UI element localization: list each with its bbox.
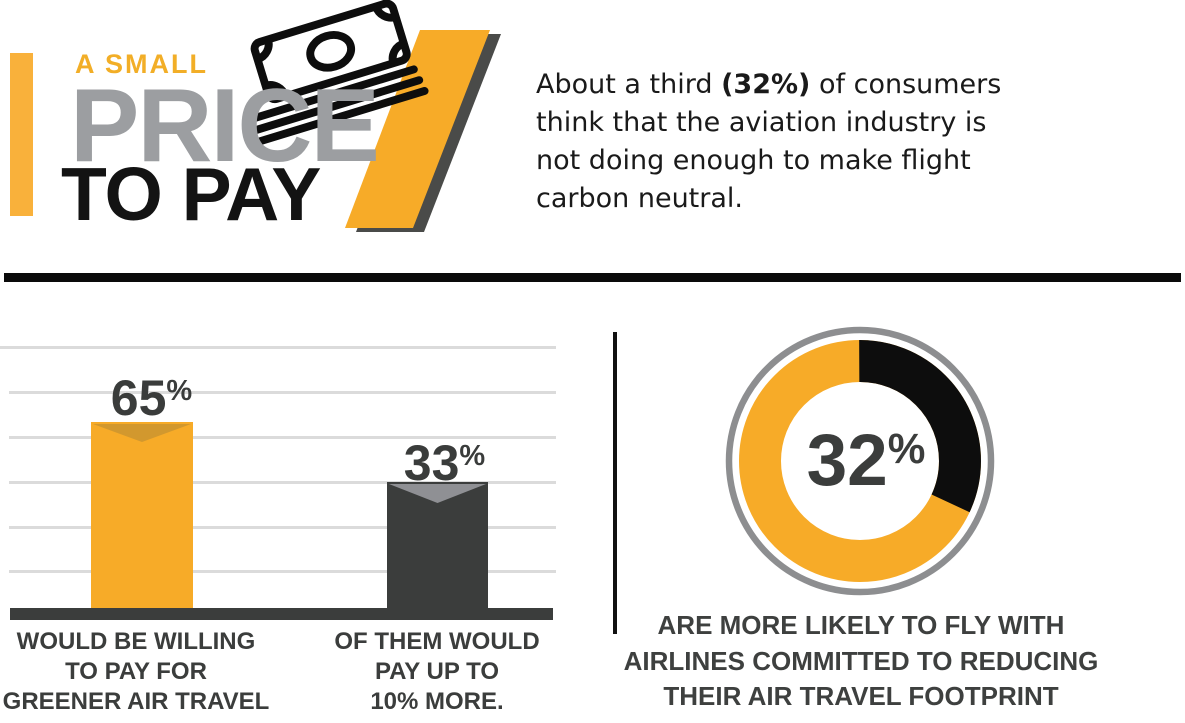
vertical-divider — [613, 332, 617, 634]
bar-33-caption: OF THEM WOULD PAY UP TO 10% MORE. — [334, 628, 540, 715]
percent-sign: % — [166, 374, 193, 407]
intro-paragraph: About a third (32%) of consumers think t… — [536, 66, 1056, 218]
bill-stack-lines — [246, 65, 429, 149]
bar-33-percent — [387, 482, 488, 608]
money-stack-icon — [246, 0, 429, 149]
donut-value-label: 32% — [806, 420, 926, 501]
accent-left-bar — [10, 53, 33, 216]
intro-bold-stat: (32%) — [721, 69, 811, 100]
title-line-price: PRICE — [70, 68, 380, 184]
slash-front — [345, 30, 490, 228]
chart-baseline — [10, 608, 553, 620]
bar-65-percent — [91, 422, 193, 608]
intro-line-2: think that the aviation industry is — [536, 107, 987, 138]
slash-graphic — [345, 30, 501, 232]
bill-denomination-oval — [306, 31, 356, 72]
donut-caption: ARE MORE LIKELY TO FLY WITH AIRLINES COM… — [623, 610, 1099, 711]
intro-line-3: not doing enough to make flight — [536, 145, 971, 176]
bill-outline — [250, 0, 411, 104]
donut-outer-ring — [725, 326, 995, 596]
gridline — [9, 391, 556, 394]
donut-chart — [725, 326, 995, 596]
intro-line-1: About a third (32%) of consumers — [536, 69, 1002, 100]
gridline — [9, 570, 556, 573]
title-line-to-pay: TO PAY — [61, 152, 321, 236]
gridline — [9, 481, 556, 484]
gridline — [9, 436, 556, 439]
horizontal-divider — [4, 273, 1181, 282]
gridline — [0, 346, 556, 349]
bar-33-value-label: 33% — [403, 435, 486, 491]
kicker-label: A SMALL — [75, 49, 208, 79]
donut-arc-black — [739, 340, 981, 582]
percent-sign: % — [887, 424, 926, 472]
percent-sign: % — [459, 439, 486, 472]
bar-65-caption: WOULD BE WILLING TO PAY FOR GREENER AIR … — [2, 628, 270, 715]
gridline — [9, 526, 556, 529]
intro-line-4: carbon neutral. — [536, 183, 743, 214]
bar-65-value-label: 65% — [110, 370, 193, 426]
